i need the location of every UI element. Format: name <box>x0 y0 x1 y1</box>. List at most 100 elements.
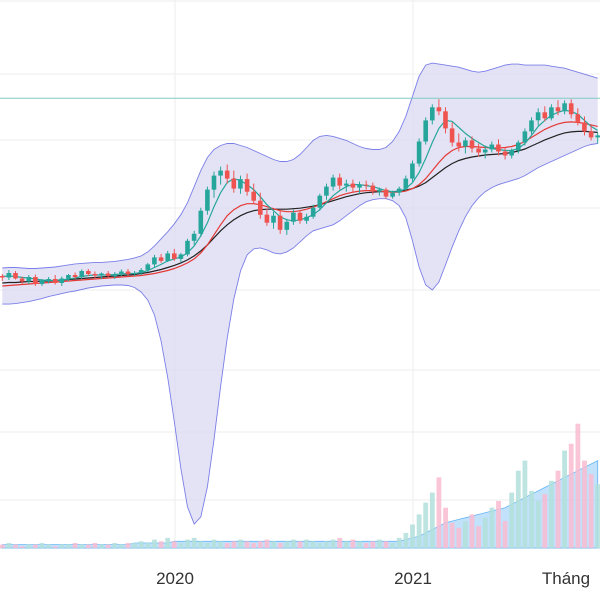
volume-bar <box>324 541 329 548</box>
volume-bar <box>416 514 422 548</box>
candle-body <box>145 264 151 270</box>
candle-body <box>6 273 12 278</box>
volume-bar <box>443 507 448 548</box>
volume-bar <box>178 543 184 548</box>
volume-bar <box>244 541 250 548</box>
candle-body <box>383 189 389 197</box>
volume-bar <box>377 539 382 548</box>
candle-body <box>509 150 514 156</box>
candle-body <box>430 107 435 121</box>
candle-body <box>198 210 204 234</box>
volume-bar <box>549 480 554 548</box>
candle-body <box>13 273 18 279</box>
x-tick-label: 2021 <box>394 569 432 588</box>
volume-bar <box>337 537 343 548</box>
volume-bar <box>218 541 223 548</box>
candle-body <box>337 177 342 186</box>
volume-bar <box>482 517 488 548</box>
volume-bar <box>582 460 587 548</box>
volume-bar <box>423 502 429 548</box>
candle-body <box>291 212 296 222</box>
volume-bar <box>297 541 303 548</box>
volume-bar <box>277 543 283 548</box>
candle-body <box>529 120 534 132</box>
volume-bar <box>343 541 349 548</box>
candle-body <box>549 107 554 119</box>
candle-body <box>535 112 541 121</box>
volume-bar <box>19 546 25 548</box>
volume-bar <box>383 541 389 548</box>
volume-bar <box>59 544 65 548</box>
volume-bar <box>310 541 316 548</box>
volume-bar <box>515 470 521 548</box>
volume-average-area <box>1 459 599 549</box>
candle-body <box>562 103 567 112</box>
candle-body <box>416 141 422 164</box>
volume-bar <box>251 543 257 548</box>
candle-body <box>158 257 164 261</box>
volume-bar <box>198 541 204 548</box>
candle-body <box>317 195 323 208</box>
volume-bars <box>0 423 600 548</box>
volume-bar <box>264 539 270 548</box>
volume-bar <box>317 543 323 548</box>
candle-body <box>66 275 71 279</box>
volume-bar <box>588 474 594 548</box>
volume-bar <box>595 484 600 548</box>
volume-bar <box>357 541 362 548</box>
volume-bar <box>138 541 144 548</box>
candle-body <box>463 140 468 147</box>
volume-bar <box>39 543 45 548</box>
candle-body <box>33 277 38 284</box>
candle-body <box>449 128 455 143</box>
volume-bar <box>105 544 111 548</box>
candle-body <box>205 189 210 211</box>
candle-body <box>469 140 475 149</box>
bollinger-band <box>2 62 598 525</box>
band-lower-line <box>2 143 598 525</box>
candle-body <box>324 186 329 196</box>
volume-bar <box>284 541 290 548</box>
volume-bar <box>429 492 435 548</box>
volume-bar <box>66 544 71 548</box>
candle-body <box>231 178 237 189</box>
volume-bar <box>291 539 296 548</box>
volume-bar <box>231 541 237 548</box>
volume-bar <box>555 470 561 548</box>
candle-body <box>344 183 349 186</box>
volume-bar <box>112 543 118 548</box>
candle-body <box>568 103 574 115</box>
volume-bar <box>496 501 501 548</box>
candle-body <box>357 184 362 188</box>
volume-bar <box>132 543 137 548</box>
candle-body <box>482 149 488 153</box>
volume-bar <box>489 507 495 548</box>
volume-bar <box>350 539 356 548</box>
volume-bar <box>476 526 481 548</box>
volume-bar <box>542 494 548 548</box>
candle-body <box>496 144 501 152</box>
volume-bar <box>72 543 78 548</box>
volume-bar <box>119 544 124 548</box>
candle-body <box>390 192 395 197</box>
candle-body <box>92 274 98 276</box>
candle-body <box>251 191 256 201</box>
candle-body <box>79 271 84 277</box>
x-tick-label: 2020 <box>156 569 194 588</box>
candle-body <box>423 120 428 142</box>
candle-body <box>178 254 184 259</box>
candle-body <box>46 279 51 281</box>
volume-bar <box>562 450 567 548</box>
candle-body <box>105 273 111 276</box>
volume-bar <box>370 541 376 548</box>
candle-body <box>304 216 309 221</box>
volume-bar <box>271 541 276 548</box>
candle-body <box>185 240 190 255</box>
candle-body <box>502 151 508 156</box>
volume-bar <box>158 541 164 548</box>
volume-average-fill <box>1 459 599 549</box>
candle-body <box>99 273 104 276</box>
volume-bar <box>436 477 442 548</box>
candle-body <box>582 122 587 132</box>
